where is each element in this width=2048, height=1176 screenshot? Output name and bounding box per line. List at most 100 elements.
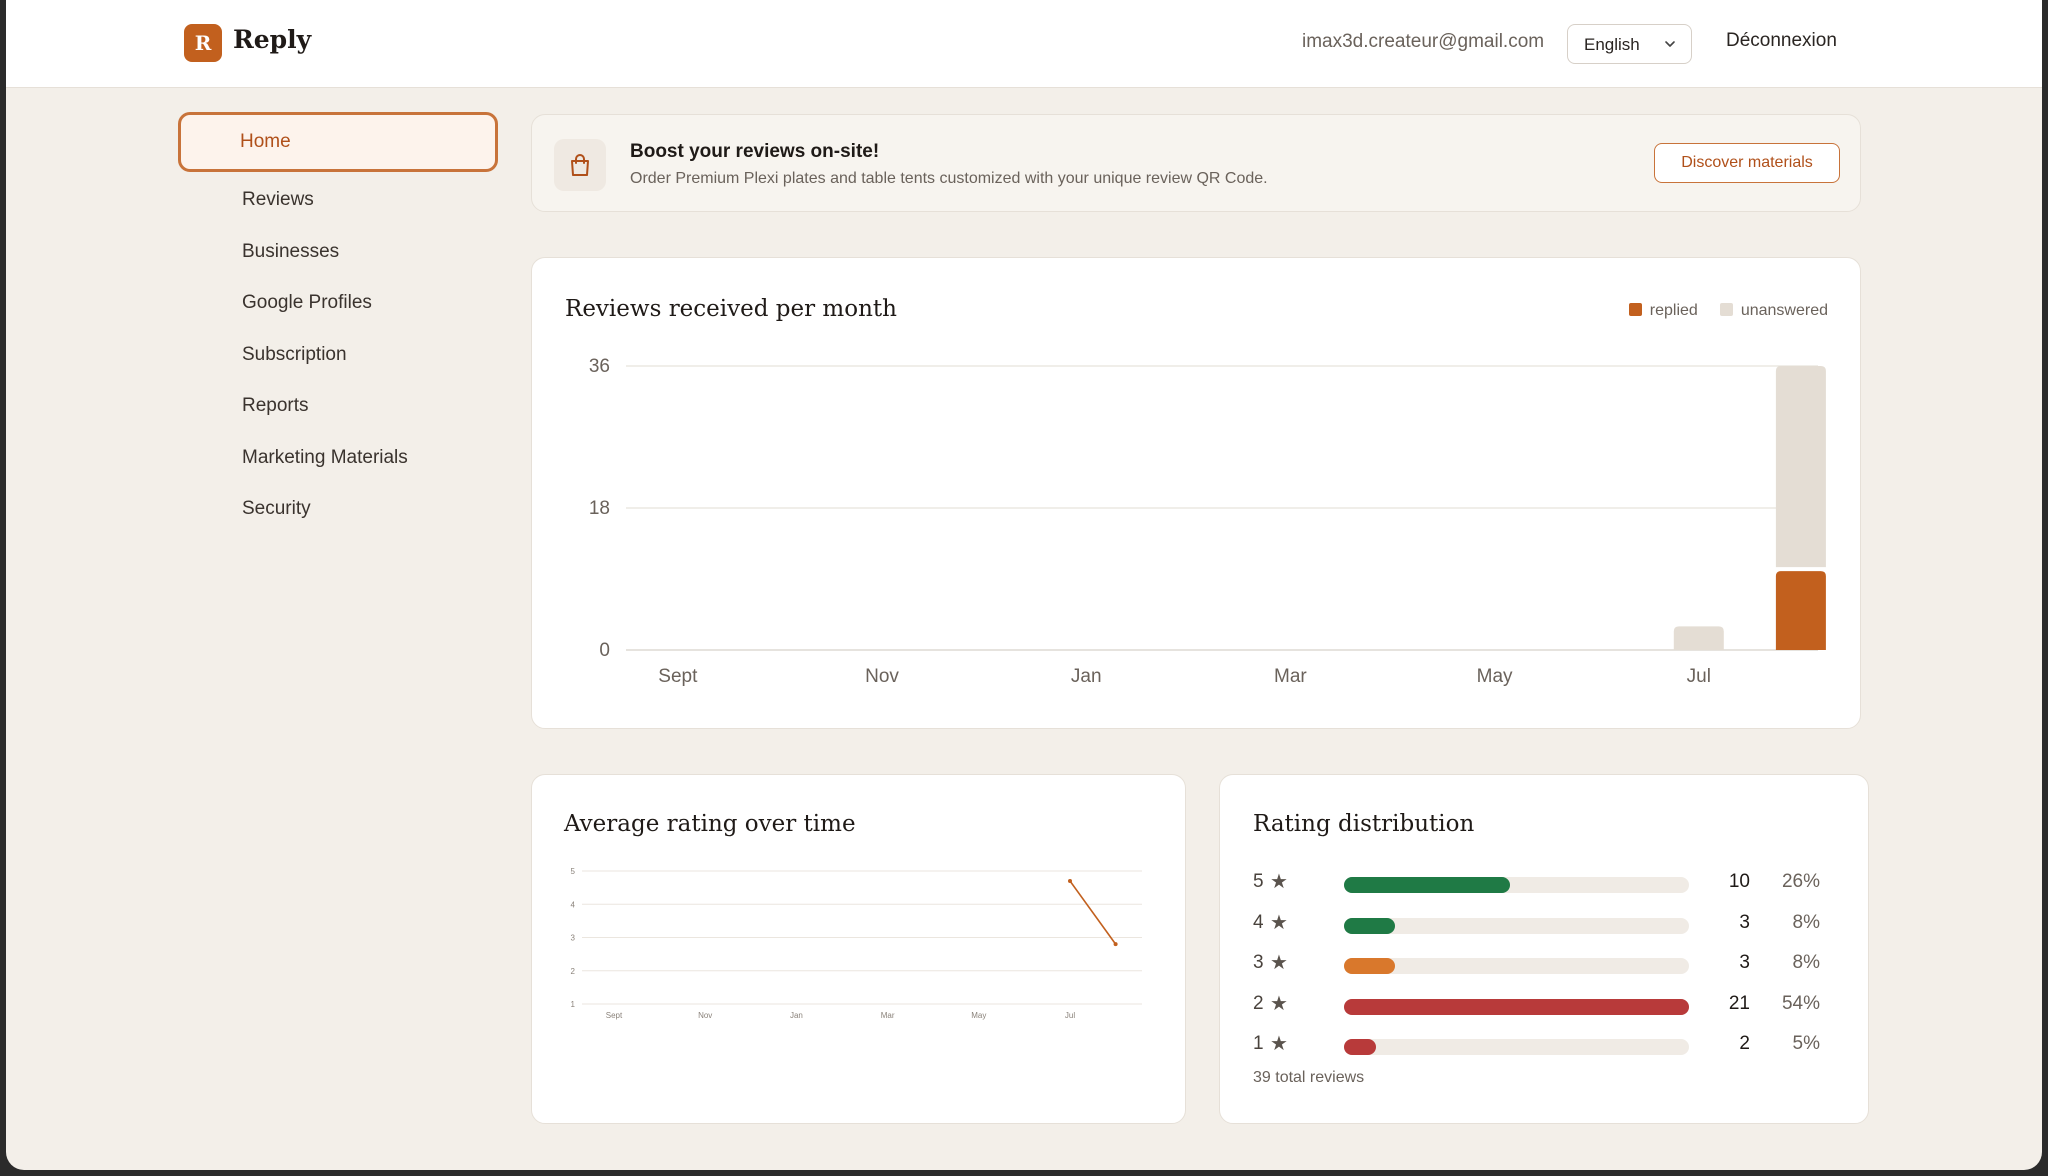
sidebar-item-security[interactable]: Security [242, 498, 311, 519]
x-tick-label: Jul [1065, 1011, 1075, 1020]
language-select[interactable]: English [1567, 24, 1692, 64]
rating-percent: 5% [1792, 1033, 1820, 1054]
reviews-bar-chart: 0 18 36 Sept Nov Jan Mar May Jul [589, 356, 1826, 687]
x-tick-label: Nov [865, 666, 899, 687]
average-rating-card: Average rating over time 1 2 3 4 5 Sept Nov Jan… [531, 774, 1186, 1124]
distribution-bar-fill [1344, 918, 1396, 934]
star-icon: ★ [1270, 993, 1288, 1015]
x-tick-label: Mar [881, 1011, 895, 1020]
distribution-row: 2 ★ 21 54% [1253, 991, 1853, 1021]
bar-unanswered [1673, 626, 1724, 650]
rating-count: 21 [1728, 993, 1750, 1014]
y-tick-label: 4 [571, 900, 576, 909]
y-tick-label: 18 [589, 498, 610, 519]
rating-count: 10 [1728, 871, 1750, 892]
rating-point [1068, 878, 1072, 883]
promo-title: Boost your reviews on-site! [630, 141, 880, 162]
x-tick-label: Sept [606, 1011, 623, 1020]
chevron-down-icon [1665, 41, 1675, 47]
star-icon: ★ [1270, 871, 1288, 893]
x-tick-label: May [1477, 666, 1513, 687]
rating-percent: 8% [1792, 952, 1820, 973]
legend-unanswered-label: unanswered [1740, 302, 1828, 319]
sidebar-item-reviews[interactable]: Reviews [242, 189, 314, 210]
legend-unanswered: unanswered [1719, 302, 1828, 320]
legend-replied: replied [1628, 302, 1698, 320]
distribution-bar-track [1344, 918, 1689, 934]
sidebar-item-home[interactable]: Home [178, 112, 498, 172]
sidebar-item-subscription[interactable]: Subscription [242, 343, 347, 365]
distribution-bar-fill [1344, 1039, 1376, 1055]
star-level-label: 1 [1253, 1033, 1264, 1054]
average-rating-line-chart: 1 2 3 4 5 Sept Nov Jan Mar May Jul [571, 867, 1142, 1020]
total-reviews: 39 total reviews [1253, 1069, 1365, 1086]
distribution-bar-fill [1344, 877, 1511, 893]
chart-legend: replied unanswered [1628, 302, 1828, 320]
star-level-label: 5 [1253, 871, 1264, 892]
distribution-row: 5 ★ 10 26% [1253, 869, 1853, 899]
reviews-chart-title: Reviews received per month [565, 296, 897, 322]
rating-line [1069, 880, 1117, 945]
rating-point [1113, 942, 1118, 947]
y-tick-label: 0 [599, 640, 610, 661]
discover-materials-button[interactable]: Discover materials [1654, 143, 1840, 183]
unanswered-swatch [1719, 303, 1733, 316]
y-tick-label: 3 [571, 934, 576, 943]
distribution-bar-fill [1344, 958, 1396, 974]
rating-percent: 54% [1781, 993, 1820, 1014]
x-tick-label: Jul [1687, 666, 1711, 687]
y-tick-label: 36 [589, 356, 610, 377]
promo-banner: Boost your reviews on-site! Order Premiu… [531, 114, 1861, 212]
x-tick-label: Jan [1071, 666, 1102, 687]
rating-count: 3 [1739, 952, 1750, 973]
distribution-row: 3 ★ 3 8% [1253, 950, 1853, 980]
x-tick-label: Jan [790, 1011, 803, 1020]
x-tick-label: Mar [1274, 666, 1307, 687]
app-window: R Reply imax3d.createur@gmail.com Englis… [6, 0, 2042, 1170]
user-email: imax3d.createur@gmail.com [1302, 31, 1545, 52]
y-tick-label: 5 [571, 867, 576, 876]
top-bar: R Reply imax3d.createur@gmail.com Englis… [6, 0, 2042, 88]
distribution-row: 1 ★ 2 5% [1253, 1031, 1853, 1061]
x-tick-label: May [971, 1011, 986, 1020]
star-level-label: 2 [1253, 993, 1264, 1014]
sidebar-item-businesses[interactable]: Businesses [242, 240, 340, 262]
logo-icon[interactable]: R [184, 24, 222, 62]
rating-percent: 8% [1792, 912, 1820, 933]
distribution-bar-track [1344, 1039, 1689, 1055]
bar-unanswered [1775, 366, 1826, 568]
distribution-bar-track [1344, 958, 1689, 974]
y-tick-label: 2 [571, 967, 576, 976]
rating-count: 3 [1739, 912, 1750, 933]
replied-swatch [1628, 303, 1642, 316]
y-tick-label: 1 [571, 1000, 576, 1009]
x-tick-label: Nov [698, 1011, 712, 1020]
distribution-bar-fill [1344, 999, 1689, 1015]
bar-replied [1775, 571, 1826, 650]
rating-percent: 26% [1781, 871, 1820, 892]
distribution-bar-track [1344, 999, 1689, 1015]
language-value: English [1584, 35, 1640, 54]
sidebar-item-marketing-materials[interactable]: Marketing Materials [242, 446, 408, 468]
star-icon: ★ [1270, 912, 1288, 934]
rating-distribution-title: Rating distribution [1253, 811, 1475, 837]
legend-replied-label: replied [1649, 302, 1698, 319]
shopping-bag-icon [554, 139, 606, 191]
app-name[interactable]: Reply [233, 25, 312, 54]
sidebar-item-reports[interactable]: Reports [242, 395, 309, 416]
star-icon: ★ [1270, 1033, 1288, 1055]
x-tick-label: Sept [658, 666, 698, 687]
star-icon: ★ [1270, 952, 1288, 974]
sidebar-item-google-profiles[interactable]: Google Profiles [242, 292, 372, 313]
distribution-bar-track [1344, 877, 1689, 893]
sidebar-nav: Home Reviews Businesses Google Profiles … [178, 112, 498, 533]
promo-subtitle: Order Premium Plexi plates and table ten… [630, 170, 1268, 187]
average-rating-title: Average rating over time [564, 811, 856, 837]
logout-link[interactable]: Déconnexion [1726, 30, 1837, 51]
reviews-per-month-card: Reviews received per month replied unans… [531, 257, 1861, 729]
star-level-label: 3 [1253, 952, 1264, 973]
rating-distribution-card: Rating distribution 5 ★ 10 26% 4 ★ 3 8% 3 ★ 3 8% 2 ★ 2… [1219, 774, 1869, 1124]
distribution-row: 4 ★ 3 8% [1253, 910, 1853, 940]
rating-count: 2 [1739, 1033, 1750, 1054]
star-level-label: 4 [1253, 912, 1264, 933]
